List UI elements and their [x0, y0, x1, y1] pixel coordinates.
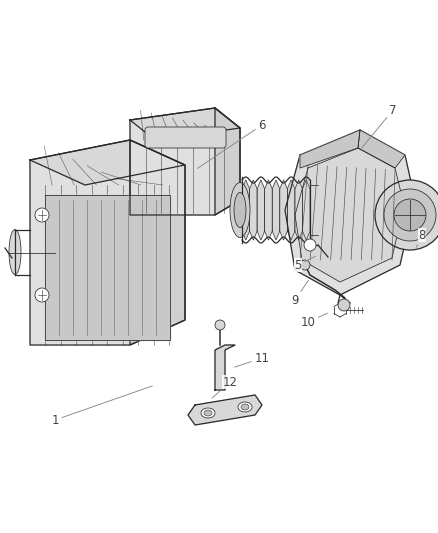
- Ellipse shape: [237, 402, 251, 412]
- Ellipse shape: [204, 410, 212, 416]
- Polygon shape: [130, 140, 184, 345]
- Circle shape: [337, 299, 349, 311]
- Polygon shape: [284, 130, 414, 295]
- Ellipse shape: [233, 192, 245, 228]
- Polygon shape: [294, 180, 302, 240]
- Text: 9: 9: [290, 280, 308, 306]
- Polygon shape: [215, 345, 234, 390]
- Polygon shape: [272, 180, 279, 240]
- Ellipse shape: [201, 408, 215, 418]
- Polygon shape: [257, 180, 264, 240]
- Polygon shape: [130, 108, 240, 140]
- Polygon shape: [187, 395, 261, 425]
- Circle shape: [35, 208, 49, 222]
- Polygon shape: [279, 180, 287, 240]
- Circle shape: [303, 239, 315, 251]
- Polygon shape: [302, 180, 309, 240]
- Polygon shape: [287, 180, 294, 240]
- Polygon shape: [241, 180, 249, 240]
- Text: 6: 6: [197, 118, 265, 168]
- Polygon shape: [215, 108, 240, 215]
- Polygon shape: [130, 108, 240, 215]
- Ellipse shape: [230, 182, 249, 238]
- Text: 7: 7: [361, 103, 396, 148]
- Ellipse shape: [240, 404, 248, 410]
- Text: 12: 12: [212, 376, 237, 398]
- Polygon shape: [357, 130, 404, 168]
- Polygon shape: [294, 148, 403, 282]
- Text: 5: 5: [293, 256, 315, 271]
- Circle shape: [393, 199, 425, 231]
- Polygon shape: [45, 195, 170, 340]
- Polygon shape: [299, 130, 359, 168]
- Text: 1: 1: [51, 386, 152, 426]
- Polygon shape: [264, 180, 272, 240]
- Text: 8: 8: [415, 229, 425, 247]
- Circle shape: [374, 180, 438, 250]
- Circle shape: [383, 189, 435, 241]
- Circle shape: [215, 320, 225, 330]
- Polygon shape: [249, 180, 257, 240]
- Polygon shape: [30, 140, 184, 345]
- Circle shape: [35, 288, 49, 302]
- Circle shape: [299, 260, 309, 270]
- Ellipse shape: [9, 230, 21, 274]
- Text: 11: 11: [234, 351, 269, 367]
- Text: 10: 10: [300, 313, 327, 328]
- Polygon shape: [30, 140, 184, 185]
- FancyBboxPatch shape: [145, 127, 226, 148]
